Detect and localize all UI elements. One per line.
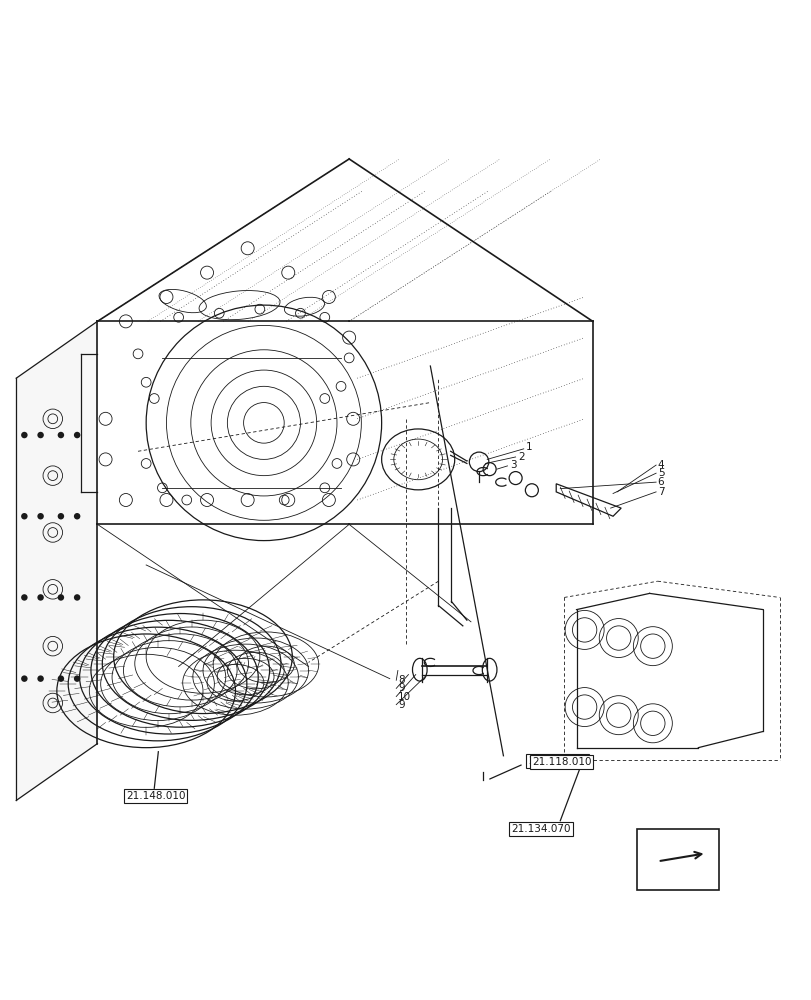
Text: 2: 2 [517, 452, 524, 462]
Polygon shape [16, 321, 97, 800]
Circle shape [21, 432, 28, 438]
Circle shape [74, 594, 80, 601]
Circle shape [74, 513, 80, 519]
Circle shape [21, 675, 28, 682]
FancyBboxPatch shape [637, 829, 718, 890]
Circle shape [21, 594, 28, 601]
Circle shape [58, 594, 64, 601]
Circle shape [58, 675, 64, 682]
Text: 21.134.070: 21.134.070 [511, 824, 570, 834]
Text: 21.118.010: 21.118.010 [531, 757, 590, 767]
Circle shape [37, 675, 44, 682]
Circle shape [21, 513, 28, 519]
Text: 8: 8 [397, 675, 404, 685]
Circle shape [74, 432, 80, 438]
Text: 5: 5 [657, 468, 663, 478]
Text: 6: 6 [657, 477, 663, 487]
Circle shape [37, 594, 44, 601]
Circle shape [74, 675, 80, 682]
Text: 1: 1 [526, 442, 532, 452]
Text: 21.148.010: 21.148.010 [126, 791, 185, 801]
Circle shape [37, 513, 44, 519]
Circle shape [58, 432, 64, 438]
Text: 9: 9 [397, 683, 404, 693]
Text: 21.118.010: 21.118.010 [527, 756, 586, 766]
Circle shape [37, 432, 44, 438]
Text: 9: 9 [397, 700, 404, 710]
Circle shape [58, 513, 64, 519]
Text: 3: 3 [509, 460, 516, 470]
Text: 4: 4 [657, 460, 663, 470]
Text: 7: 7 [657, 487, 663, 497]
Text: 10: 10 [397, 692, 410, 702]
